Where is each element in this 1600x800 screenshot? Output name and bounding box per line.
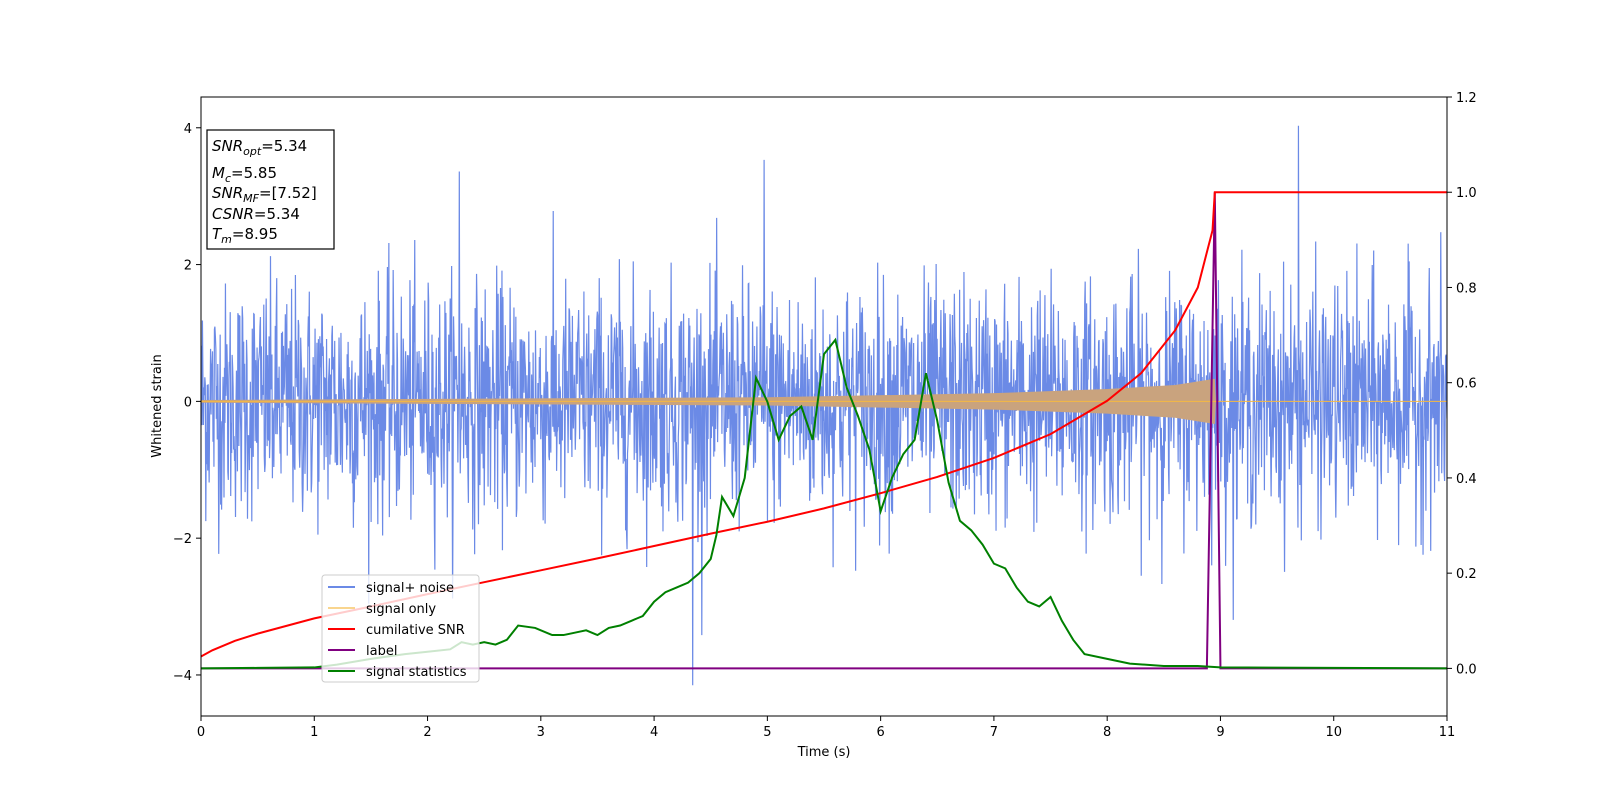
x-axis-label: Time (s) <box>797 745 851 760</box>
x-tick-label: 9 <box>1216 725 1224 740</box>
annotation-csnr: CSNR=5.34 <box>212 205 300 223</box>
series-signal-plus-noise-line <box>201 125 1447 686</box>
y-left-tick-label: 2 <box>184 259 192 274</box>
y-left-tick-label: −2 <box>173 532 192 547</box>
y-right-tick-label: 0.8 <box>1456 281 1477 296</box>
x-tick-label: 8 <box>1103 725 1111 740</box>
y-right-tick-label: 1.2 <box>1456 91 1477 106</box>
x-tick-label: 1 <box>310 725 318 740</box>
x-tick-label: 5 <box>763 725 771 740</box>
y-right-tick-label: 0.4 <box>1456 472 1477 487</box>
y-right-tick-label: 1.0 <box>1456 186 1477 201</box>
x-axis: 0 1 2 3 4 5 6 7 8 9 10 11 <box>197 716 1455 740</box>
x-tick-label: 4 <box>650 725 658 740</box>
x-tick-label: 0 <box>197 725 205 740</box>
legend: signal+ noise signal only cumilative SNR la… <box>321 574 480 683</box>
y-axis-right: 0.0 0.2 0.4 0.6 0.8 1.0 1.2 <box>1447 91 1477 677</box>
legend-label-signal-only: signal only <box>366 602 436 617</box>
plot-area <box>201 125 1447 686</box>
y-right-tick-label: 0.6 <box>1456 377 1477 392</box>
y-right-tick-label: 0.0 <box>1456 662 1477 677</box>
y-axis-label: Whitened strain <box>150 354 165 457</box>
x-tick-label: 3 <box>537 725 545 740</box>
legend-label-signal-plus-noise: signal+ noise <box>366 581 454 596</box>
y-axis-left: −4 −2 0 2 4 <box>173 122 201 684</box>
x-tick-label: 7 <box>990 725 998 740</box>
annotation-snr-mf: SNRMF=[7.52] <box>212 184 317 205</box>
plot-frame <box>200 96 1448 717</box>
x-tick-label: 2 <box>423 725 431 740</box>
legend-label-cumilative-snr: cumilative SNR <box>366 623 465 638</box>
y-left-tick-label: 0 <box>184 395 192 410</box>
y-left-tick-label: 4 <box>184 122 192 137</box>
series-cumilative-snr-line <box>201 191 1447 658</box>
series-signal-statistics-line <box>201 337 1447 670</box>
x-tick-label: 11 <box>1439 725 1456 740</box>
annotation-tm: Tm=8.95 <box>212 225 278 246</box>
annotation-box: SNRopt=5.34 Mc=5.85 SNRMF=[7.52] CSNR=5.… <box>206 129 335 250</box>
x-tick-label: 6 <box>876 725 884 740</box>
x-tick-label: 10 <box>1325 725 1342 740</box>
annotation-mc: Mc=5.85 <box>212 164 277 185</box>
legend-label-label: label <box>366 644 397 659</box>
legend-label-signal-statistics: signal statistics <box>366 665 467 680</box>
annotation-snr-opt: SNRopt=5.34 <box>212 137 307 158</box>
y-left-tick-label: −4 <box>173 669 192 684</box>
y-right-tick-label: 0.2 <box>1456 567 1477 582</box>
legend-frame <box>321 574 480 683</box>
annotation-frame <box>206 129 335 250</box>
